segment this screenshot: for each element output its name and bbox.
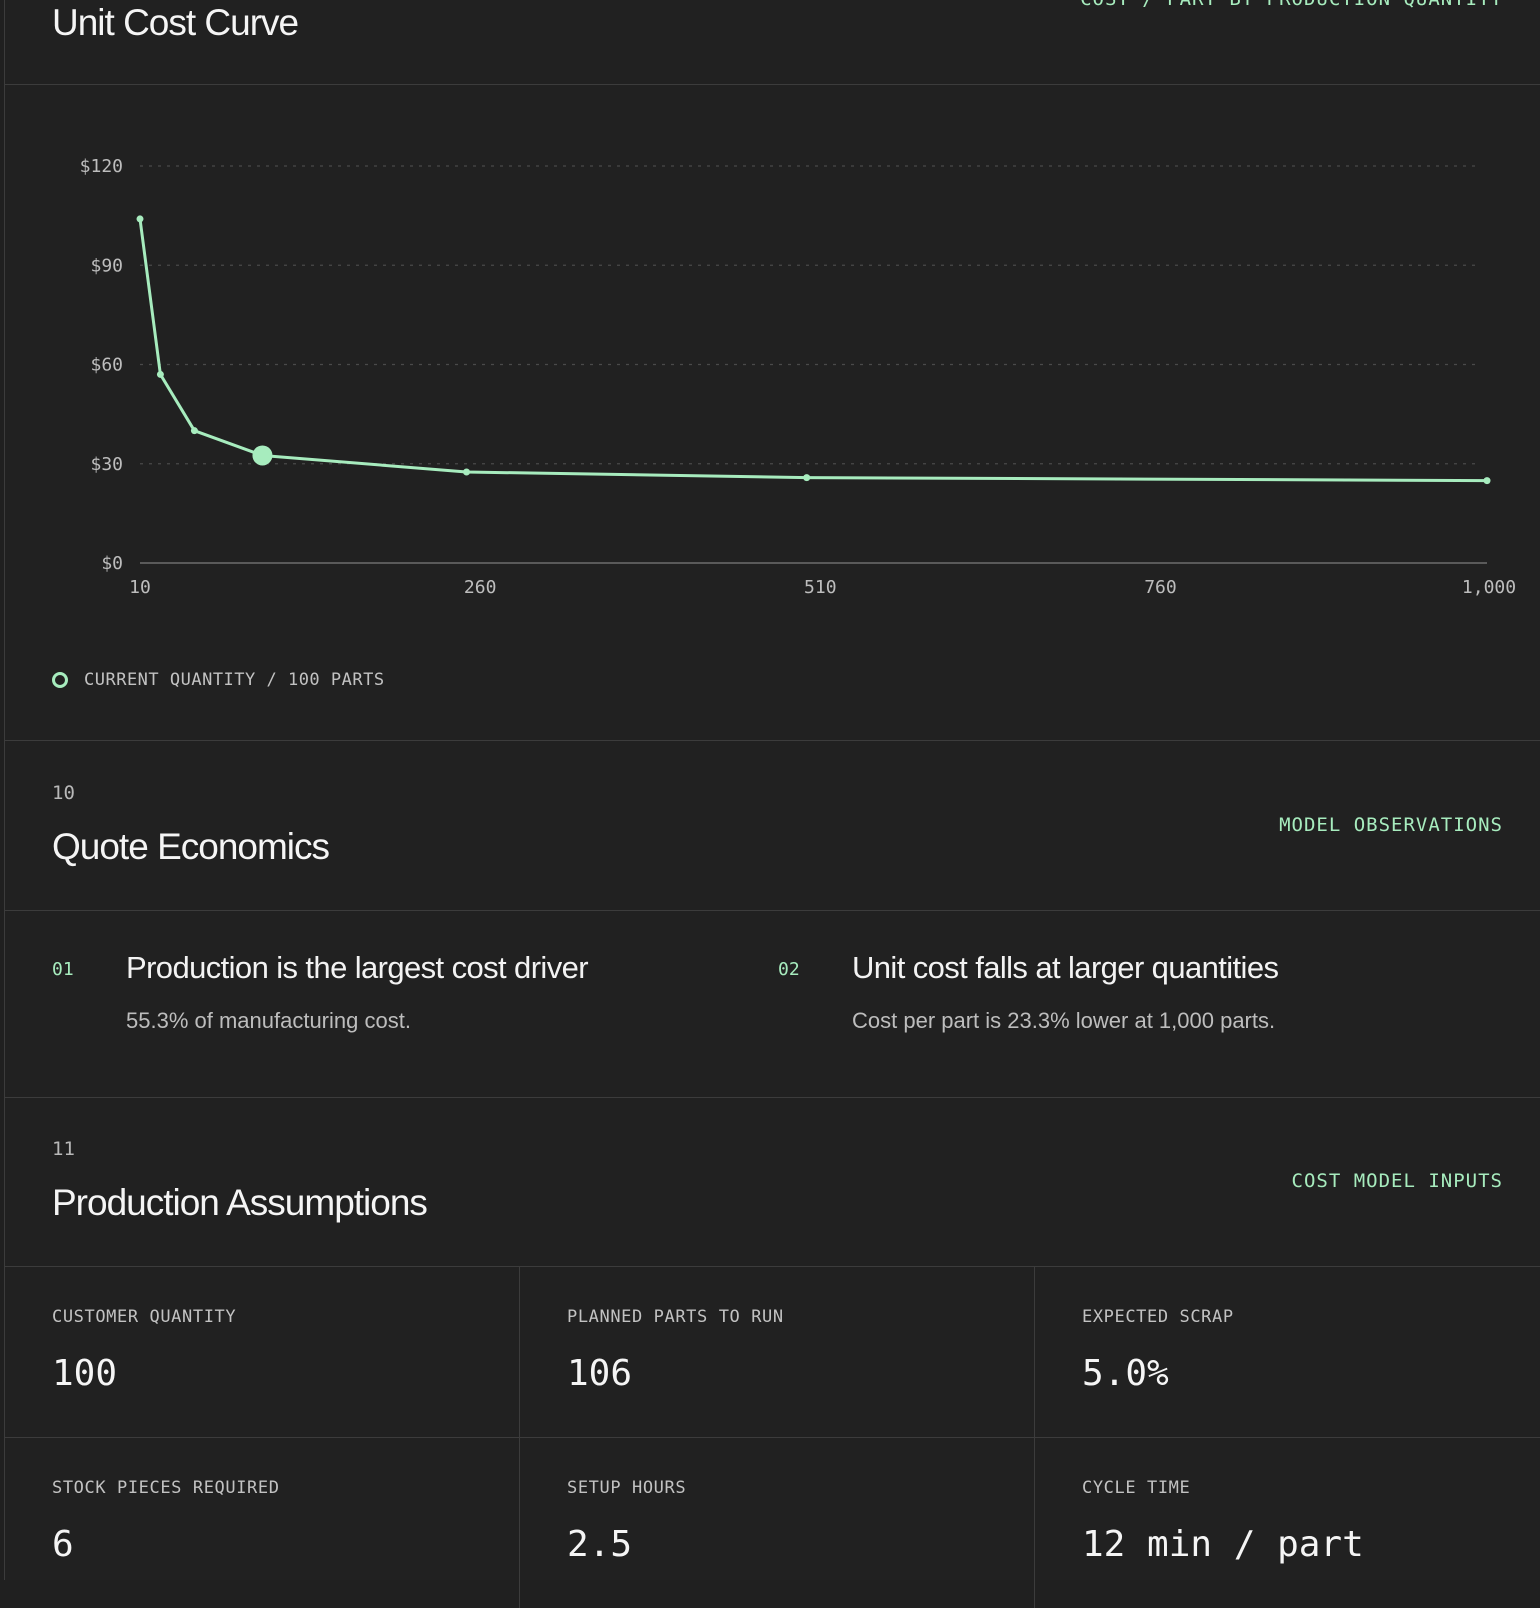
x-tick-label: 760: [1144, 577, 1177, 598]
observation-title: Unit cost falls at larger quantities: [852, 950, 1279, 985]
quote-economics-title: Quote Economics: [52, 826, 330, 867]
assumption-label: CYCLE TIME: [1082, 1478, 1191, 1498]
divider: [5, 1097, 1540, 1098]
observation-number: 01: [52, 959, 74, 980]
assumption-value: 106: [567, 1353, 633, 1394]
y-tick-label: $30: [90, 454, 123, 475]
assumption-value: 2.5: [567, 1524, 633, 1565]
quote-economics-tag: MODEL OBSERVATIONS: [1279, 814, 1503, 836]
assumption-stock-pieces: STOCK PIECES REQUIRED 6: [5, 1438, 520, 1608]
y-tick-label: $60: [90, 355, 123, 376]
y-tick-label: $120: [80, 156, 123, 177]
x-tick-label: 510: [804, 577, 837, 598]
assumption-customer-quantity: CUSTOMER QUANTITY 100: [5, 1267, 520, 1437]
assumption-value: 100: [52, 1353, 118, 1394]
production-assumptions-title: Production Assumptions: [52, 1182, 428, 1223]
x-tick-label: 260: [464, 577, 497, 598]
divider: [5, 1266, 1540, 1267]
current-quantity-point: [252, 445, 273, 466]
report-panel: COST / PART BY PRODUCTION QUANTITY Unit …: [4, 0, 1540, 1608]
chart-legend: CURRENT QUANTITY / 100 PARTS: [52, 670, 385, 690]
y-tick-label: $0: [101, 553, 123, 574]
section-number: 10: [52, 782, 75, 804]
divider: [5, 910, 1540, 911]
curve-section-tag: COST / PART BY PRODUCTION QUANTITY: [1080, 0, 1503, 10]
data-point: [803, 474, 811, 482]
data-point: [1483, 477, 1491, 485]
divider: [5, 84, 1540, 85]
data-point: [156, 370, 164, 378]
current-quantity-marker-icon: [52, 672, 68, 688]
divider: [5, 740, 1540, 741]
assumption-label: STOCK PIECES REQUIRED: [52, 1478, 280, 1498]
data-point: [463, 468, 471, 476]
data-point: [190, 427, 198, 435]
assumption-value: 12 min / part: [1082, 1524, 1364, 1565]
y-tick-label: $90: [90, 255, 123, 276]
legend-label: CURRENT QUANTITY / 100 PARTS: [84, 670, 385, 690]
assumption-label: SETUP HOURS: [567, 1478, 687, 1498]
data-point: [136, 215, 144, 223]
observation-description: Cost per part is 23.3% lower at 1,000 pa…: [852, 1008, 1276, 1033]
assumption-expected-scrap: EXPECTED SCRAP 5.0%: [1035, 1267, 1540, 1437]
observation-description: 55.3% of manufacturing cost.: [126, 1008, 411, 1033]
x-tick-label: 1,000: [1462, 577, 1516, 598]
divider: [5, 1437, 1540, 1438]
production-assumptions-tag: COST MODEL INPUTS: [1291, 1170, 1503, 1192]
assumption-value: 5.0%: [1082, 1353, 1169, 1394]
curve-section-title: Unit Cost Curve: [52, 2, 299, 43]
observation-number: 02: [778, 959, 800, 980]
assumption-label: CUSTOMER QUANTITY: [52, 1307, 237, 1327]
series-line: [138, 218, 1488, 483]
unit-cost-chart: $0 $30 $60 $90 $120 10 260 510 760 1,000: [80, 156, 1516, 598]
assumption-setup-hours: SETUP HOURS 2.5: [520, 1438, 1035, 1608]
assumption-planned-parts: PLANNED PARTS TO RUN 106: [520, 1267, 1035, 1437]
assumption-cycle-time: CYCLE TIME 12 min / part: [1035, 1438, 1540, 1608]
assumption-value: 6: [52, 1524, 74, 1565]
assumption-label: PLANNED PARTS TO RUN: [567, 1307, 784, 1327]
assumption-label: EXPECTED SCRAP: [1082, 1307, 1234, 1327]
x-tick-label: 10: [129, 577, 151, 598]
section-number: 11: [52, 1138, 75, 1160]
observation-title: Production is the largest cost driver: [126, 950, 589, 985]
